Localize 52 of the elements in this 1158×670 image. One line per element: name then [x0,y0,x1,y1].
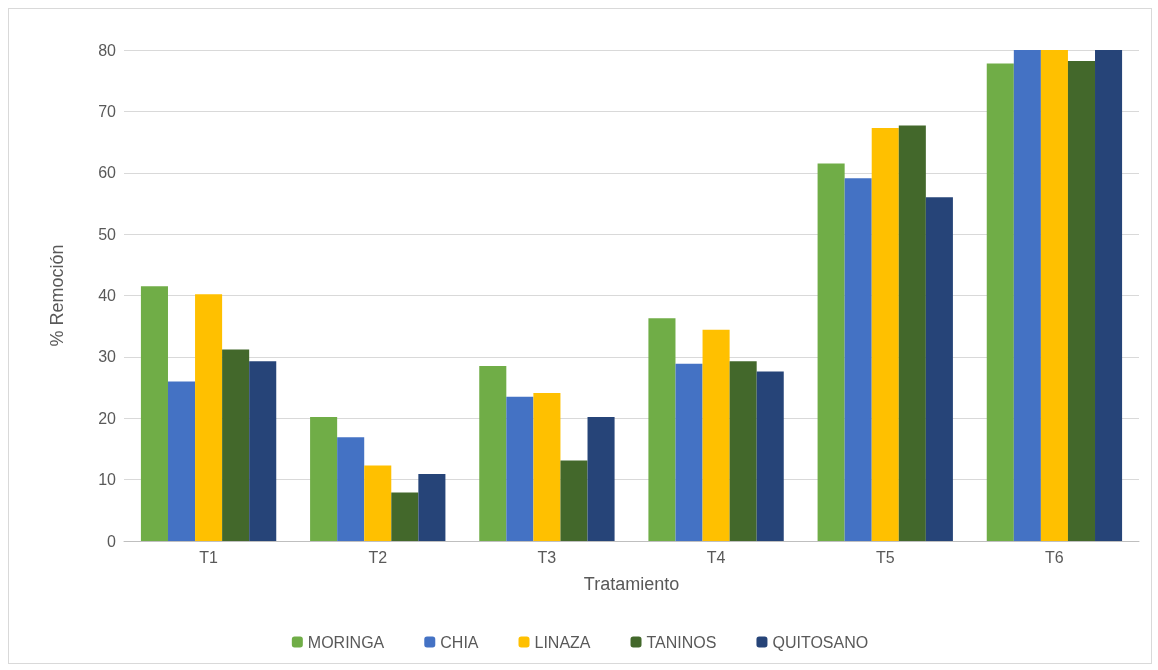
y-tick-label: 50 [98,225,117,243]
x-tick-label: T4 [706,548,726,566]
x-tick-label: T1 [199,548,219,566]
bar [1040,50,1068,541]
legend-label: QUITOSANO [772,633,869,651]
y-tick-label: 20 [98,409,117,427]
bar [337,437,365,541]
y-tick-label: 0 [107,532,117,550]
bar [648,318,676,541]
bar [506,396,534,541]
x-tick-label: T3 [537,548,557,566]
bar [140,286,168,541]
legend-label: TANINOS [646,633,717,651]
y-tick-label: 80 [98,41,117,59]
bar [533,393,561,541]
bar [249,361,277,541]
bar [222,349,250,541]
bar [1013,50,1041,541]
x-axis-title: Tratamiento [583,574,680,594]
bar [167,381,196,541]
bar [986,63,1014,541]
bar [817,163,845,541]
bar [925,197,953,541]
y-axis-title: % Remoción [47,244,67,347]
bar [391,492,419,541]
y-tick-label: 10 [98,471,117,489]
bar [195,294,223,541]
y-tick-label: 60 [98,164,117,182]
legend-label: LINAZA [534,633,591,651]
bar [702,329,730,541]
legend-label: CHIA [440,633,479,651]
bar [729,361,757,541]
bar [898,125,926,541]
bar [418,474,446,541]
y-tick-label: 70 [98,102,117,120]
y-tick-label: 30 [98,348,117,366]
y-tick-label: 40 [98,287,117,304]
x-tick-label: T6 [1045,548,1064,566]
bar [560,460,588,541]
bar [1095,50,1123,541]
bar [756,371,784,541]
bar [1067,61,1096,541]
bar [587,417,615,541]
x-tick-label: T5 [875,548,895,566]
legend-label: MORINGA [307,633,385,651]
bar [871,127,899,541]
bar [844,178,872,541]
bar [310,417,338,541]
x-tick-label: T2 [368,548,388,566]
bar [364,465,392,541]
bar [479,366,507,541]
bar [675,363,703,541]
